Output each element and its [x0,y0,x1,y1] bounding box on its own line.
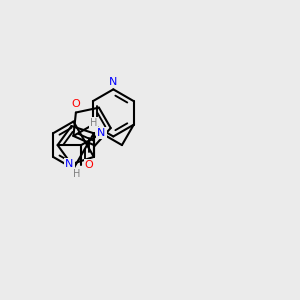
Text: H: H [73,169,80,179]
Text: N: N [109,76,118,86]
Text: O: O [85,160,93,170]
Text: H: H [90,118,98,128]
Text: N: N [98,128,106,138]
Text: O: O [71,99,80,109]
Text: N: N [65,159,74,169]
